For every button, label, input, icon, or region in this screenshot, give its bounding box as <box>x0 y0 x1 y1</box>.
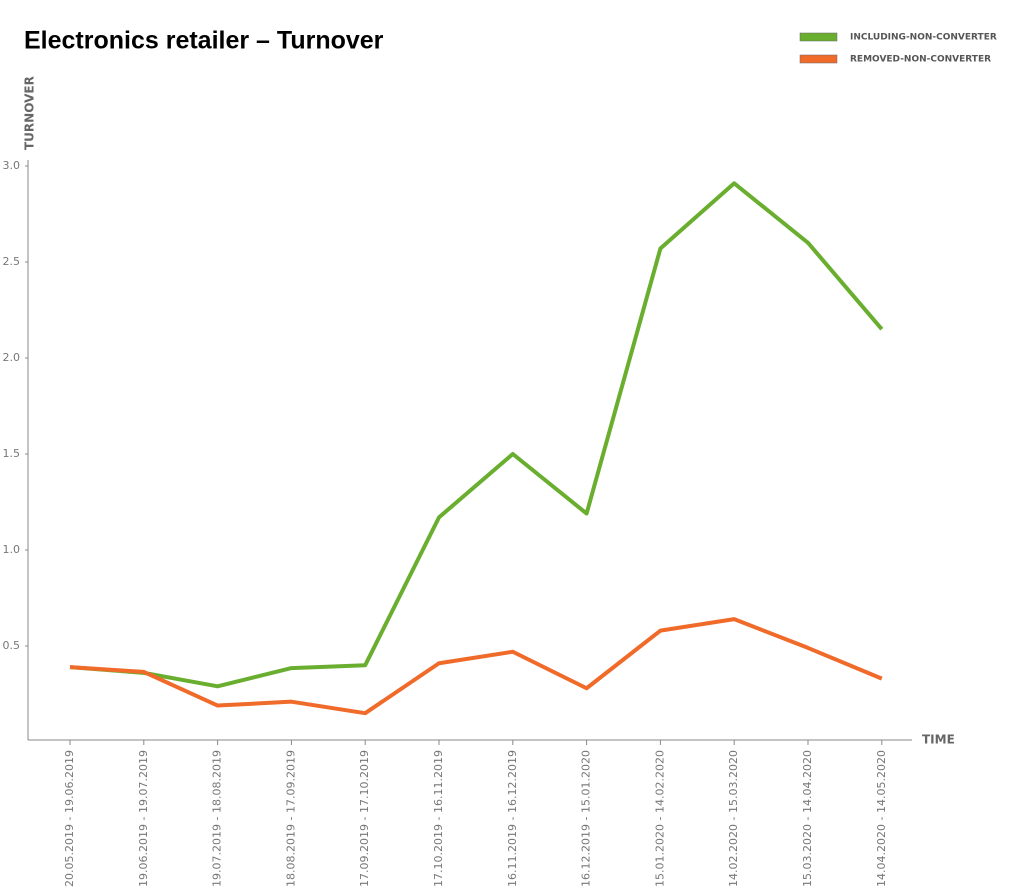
x-tick-label: 15.03.2020 - 14.04.2020 <box>801 750 814 887</box>
chart-title: Electronics retailer – Turnover <box>24 27 384 55</box>
x-tick-label: 19.07.2019 - 18.08.2019 <box>211 750 224 887</box>
x-tick-label: 16.12.2019 - 15.01.2020 <box>580 750 593 887</box>
x-tick-label: 18.08.2019 - 17.09.2019 <box>284 750 297 887</box>
series-line <box>69 617 883 716</box>
x-tick-label: 20.05.2019 - 19.06.2019 <box>63 750 76 887</box>
x-tick-label: 17.10.2019 - 16.11.2019 <box>432 750 445 887</box>
legend-swatch <box>799 32 838 42</box>
legend-label: REMOVED-NON-CONVERTER <box>850 55 991 65</box>
x-tick-label: 17.09.2019 - 17.10.2019 <box>358 750 371 887</box>
y-tick-label: 1.0 <box>3 543 21 556</box>
y-tick-label: 2.5 <box>3 255 21 268</box>
x-tick-label: 14.04.2020 - 14.05.2020 <box>875 750 888 887</box>
x-tick-label: 15.01.2020 - 14.02.2020 <box>653 750 666 887</box>
x-tick-label: 14.02.2020 - 15.03.2020 <box>727 750 740 887</box>
y-axis-label: TURNOVER <box>23 76 37 150</box>
y-tick-label: 3.0 <box>3 159 21 172</box>
x-tick-label: 19.06.2019 - 19.07.2019 <box>137 750 150 887</box>
y-tick-label: 0.5 <box>3 639 21 652</box>
x-tick-label: 16.11.2019 - 16.12.2019 <box>506 750 519 887</box>
legend-swatch <box>799 54 838 64</box>
x-axis-label: TIME <box>922 733 955 747</box>
series-line <box>69 181 884 689</box>
legend-label: INCLUDING-NON-CONVERTER <box>850 33 997 43</box>
y-tick-label: 1.5 <box>3 447 21 460</box>
y-tick-label: 2.0 <box>3 351 21 364</box>
